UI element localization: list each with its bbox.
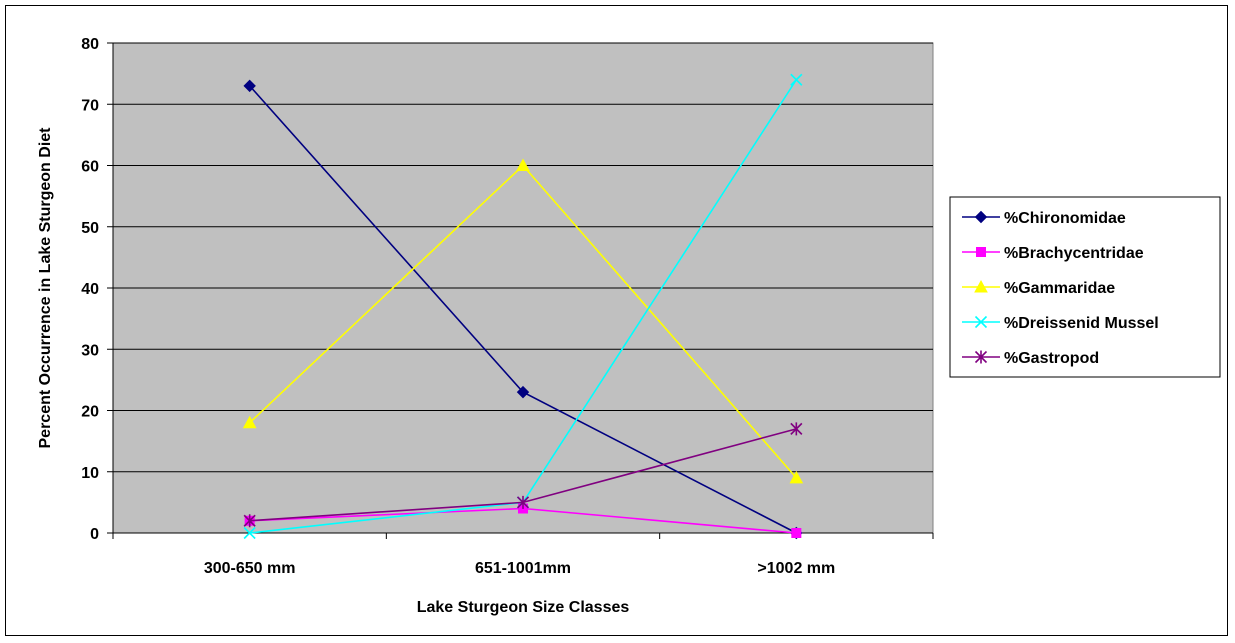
data-point — [516, 385, 530, 399]
y-tick-label: 20 — [81, 404, 99, 421]
data-point — [243, 79, 256, 93]
x-tick-label: >1002 mm — [757, 560, 835, 577]
data-point — [791, 528, 802, 538]
legend-marker — [974, 279, 988, 293]
legend-item: %Gastropod — [962, 350, 1099, 367]
x-tick-label: 651-1001mm — [475, 560, 571, 577]
legend-item: %Brachycentridae — [962, 245, 1144, 262]
marker-stroke — [790, 73, 803, 86]
legend-item: %Dreissenid Mussel — [962, 315, 1159, 332]
marker-stroke — [974, 315, 988, 329]
legend-marker — [974, 210, 988, 224]
y-tick-label: 0 — [90, 526, 99, 543]
legend-label: %Dreissenid Mussel — [1004, 315, 1159, 332]
x-axis-title: Lake Sturgeon Size Classes — [417, 599, 630, 616]
data-point — [789, 470, 804, 484]
y-tick-label: 50 — [81, 220, 99, 237]
legend-marker — [974, 315, 988, 329]
data-point — [243, 526, 256, 540]
data-point — [243, 514, 256, 528]
y-tick-label: 80 — [81, 36, 99, 53]
plot-area — [112, 42, 934, 534]
legend-item: %Chironomidae — [962, 210, 1126, 227]
y-tick-label: 70 — [81, 97, 99, 114]
series-gammaridae — [242, 158, 804, 484]
y-tick-label: 40 — [81, 281, 99, 298]
legend: %Chironomidae %Brachycentridae %Gammaridae… — [949, 196, 1221, 378]
y-tick-label: 30 — [81, 342, 99, 359]
legend-label: %Brachycentridae — [1004, 245, 1144, 262]
data-point — [242, 415, 257, 429]
y-axis-title: Percent Occurrence in Lake Sturgeon Diet — [37, 127, 54, 449]
data-point — [790, 422, 803, 436]
x-axis: 300-650 mm 651-1001mm >1002 mm — [112, 532, 934, 577]
legend-item: %Gammaridae — [962, 279, 1115, 297]
y-tick-label: 10 — [81, 465, 99, 482]
legend-marker — [976, 247, 986, 257]
legend-marker — [974, 350, 988, 364]
series-lines — [242, 73, 804, 540]
x-tick-label: 300-650 mm — [204, 560, 296, 577]
legend-label: %Gastropod — [1004, 350, 1099, 367]
data-point — [790, 73, 803, 86]
y-axis: 0 10 20 30 40 50 60 70 80 — [81, 36, 114, 543]
y-tick-label: 60 — [81, 159, 99, 176]
legend-label: %Gammaridae — [1004, 280, 1115, 297]
series-gastropod — [243, 422, 803, 528]
marker-stroke — [243, 526, 256, 540]
data-point — [516, 495, 530, 509]
data-point — [516, 158, 530, 171]
legend-label: %Chironomidae — [1004, 210, 1126, 227]
